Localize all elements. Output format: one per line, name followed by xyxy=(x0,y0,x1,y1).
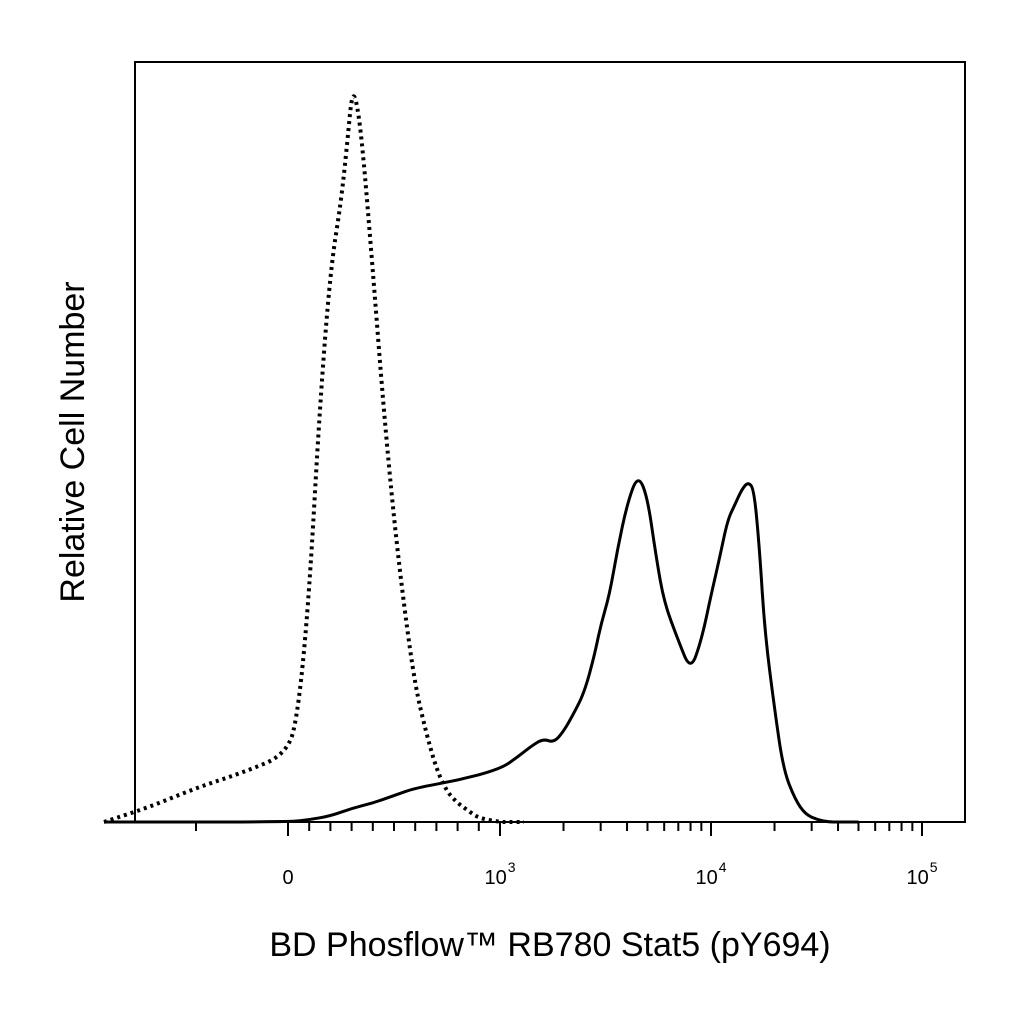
x-axis-title: BD Phosflow™ RB780 Stat5 (pY694) xyxy=(269,926,830,964)
x-tick-label: 0 xyxy=(282,867,293,889)
x-tick-label: 105 xyxy=(906,859,937,889)
x-axis-minor-ticks xyxy=(195,822,923,836)
x-axis-tick-labels: 0 103 104 105 xyxy=(282,859,937,889)
x-tick-label: 104 xyxy=(695,859,726,889)
histogram-series xyxy=(103,94,859,824)
series-line-solid xyxy=(103,479,859,824)
plot-frame xyxy=(134,61,966,823)
x-tick-label: 103 xyxy=(484,859,515,889)
y-axis-title: Relative Cell Number xyxy=(54,281,92,602)
series-line-dotted xyxy=(103,94,524,824)
